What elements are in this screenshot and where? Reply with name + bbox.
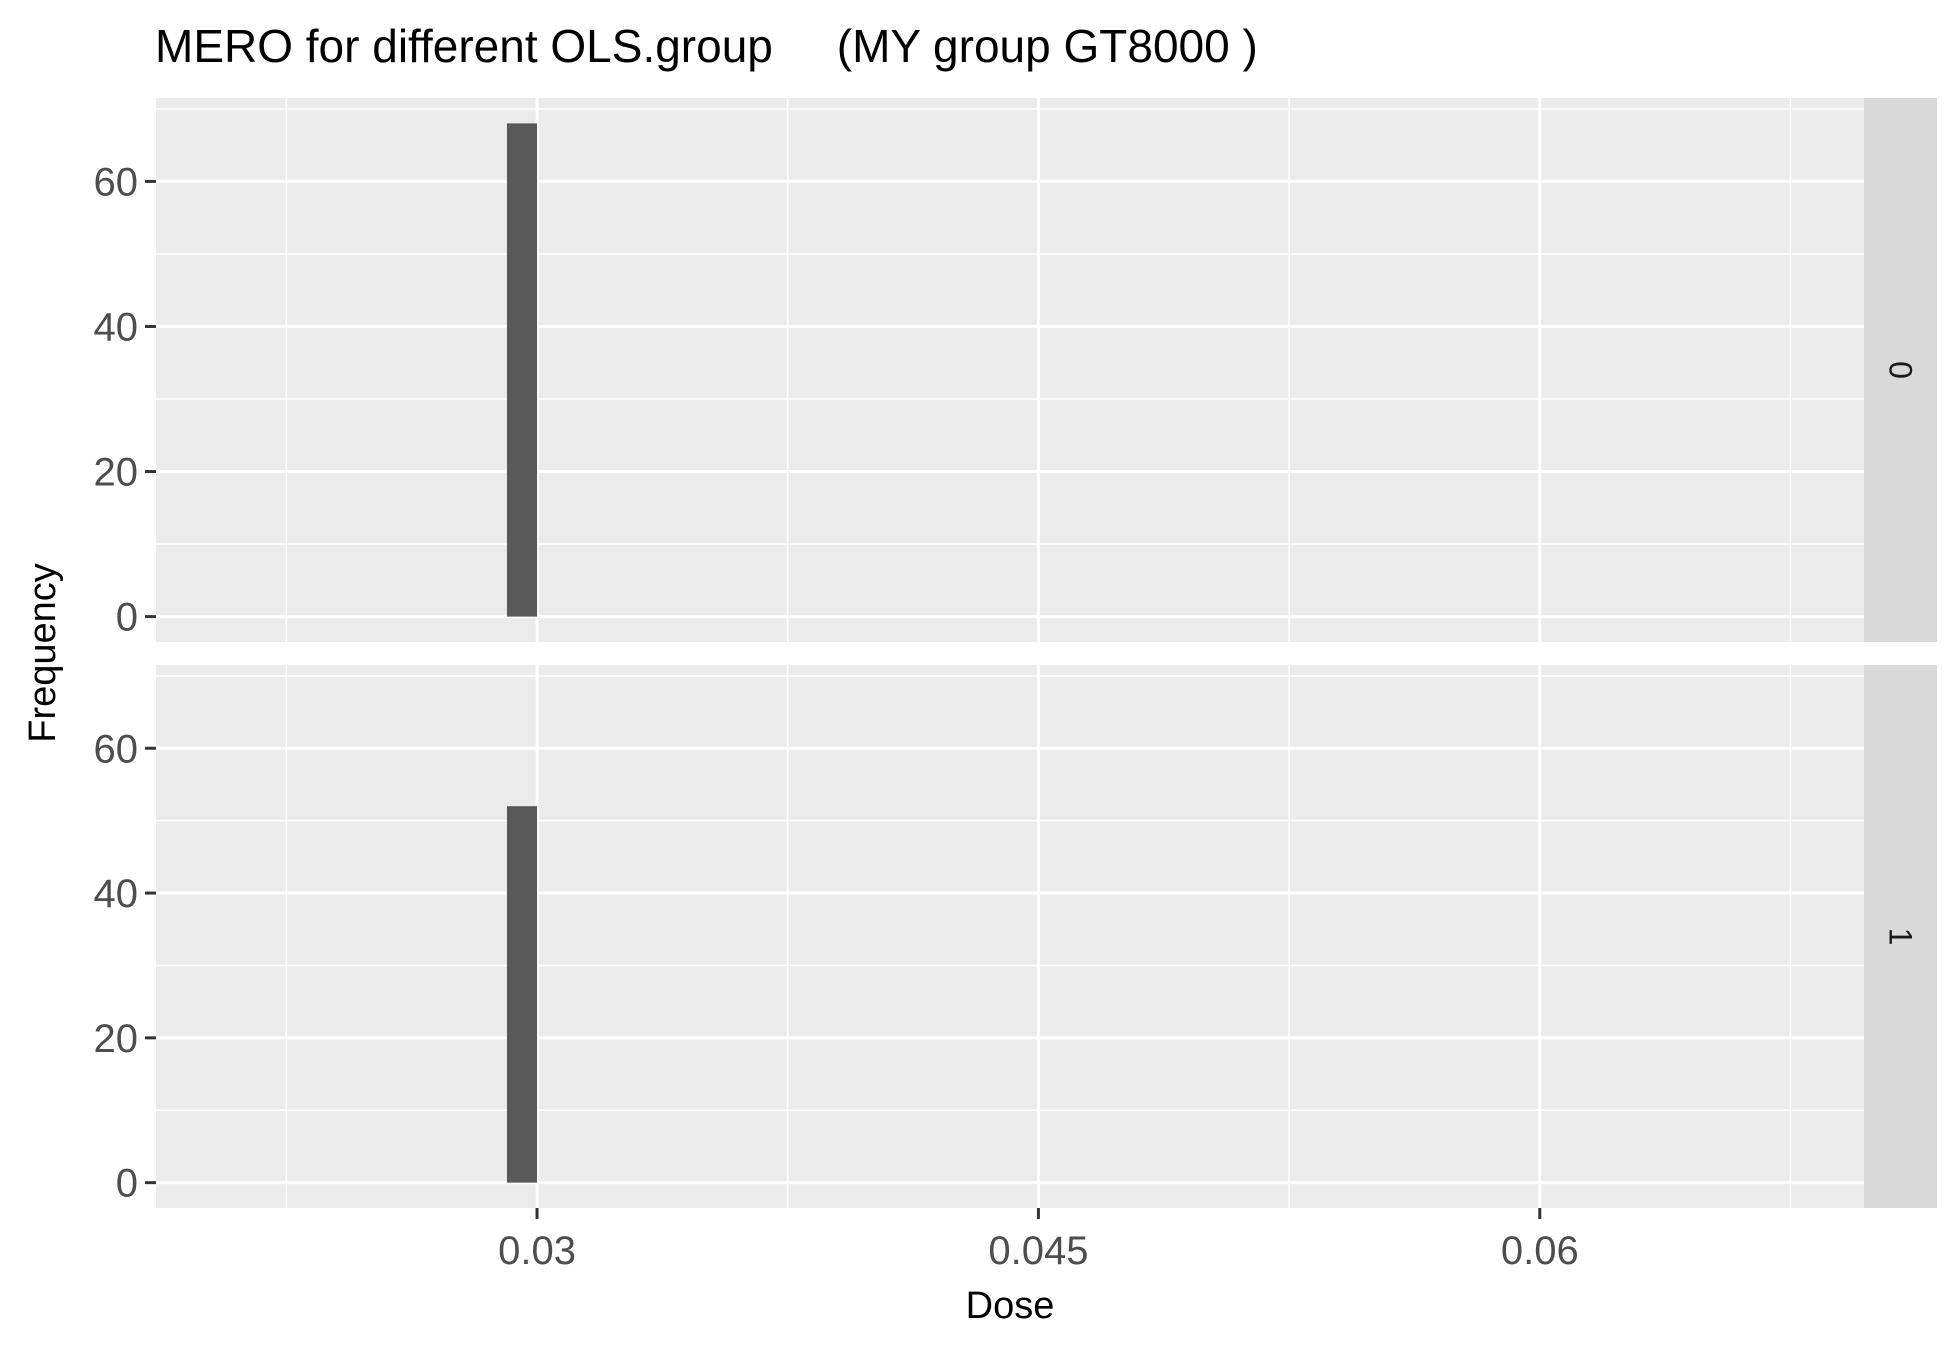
y-tick-label: 60 bbox=[94, 160, 139, 204]
panel-background bbox=[156, 98, 1864, 642]
x-tick-label: 0.03 bbox=[498, 1229, 576, 1273]
facet-strip bbox=[1864, 665, 1937, 1208]
y-tick-label: 40 bbox=[94, 872, 139, 916]
y-tick-label: 40 bbox=[94, 305, 139, 349]
facet-strip-label: 0 bbox=[1883, 361, 1919, 379]
x-tick-label: 0.045 bbox=[988, 1229, 1088, 1273]
y-tick-label: 20 bbox=[94, 1017, 139, 1061]
y-tick-label: 20 bbox=[94, 451, 139, 495]
x-axis: 0.03 0.045 0.06 bbox=[498, 1208, 1579, 1273]
facet-strip-label: 1 bbox=[1883, 928, 1919, 946]
facet-panels: 0 20 40 60 0 0 20 40 60 1 bbox=[94, 98, 1937, 1208]
chart-title: MERO for different OLS.group (MY group G… bbox=[155, 20, 1258, 72]
y-axis-label: Frequency bbox=[22, 563, 64, 743]
histogram-bar bbox=[506, 806, 538, 1183]
facet-strip bbox=[1864, 98, 1937, 642]
panel-background bbox=[156, 665, 1864, 1208]
y-tick-label: 60 bbox=[94, 727, 139, 771]
y-tick-label: 0 bbox=[116, 1162, 138, 1206]
facet-panel-1: 0 20 40 60 1 bbox=[94, 665, 1937, 1208]
histogram-bar bbox=[506, 123, 538, 617]
x-tick-label: 0.06 bbox=[1501, 1229, 1579, 1273]
facet-panel-0: 0 20 40 60 0 bbox=[94, 98, 1937, 642]
y-tick-label: 0 bbox=[116, 596, 138, 640]
x-axis-label: Dose bbox=[966, 1285, 1055, 1327]
